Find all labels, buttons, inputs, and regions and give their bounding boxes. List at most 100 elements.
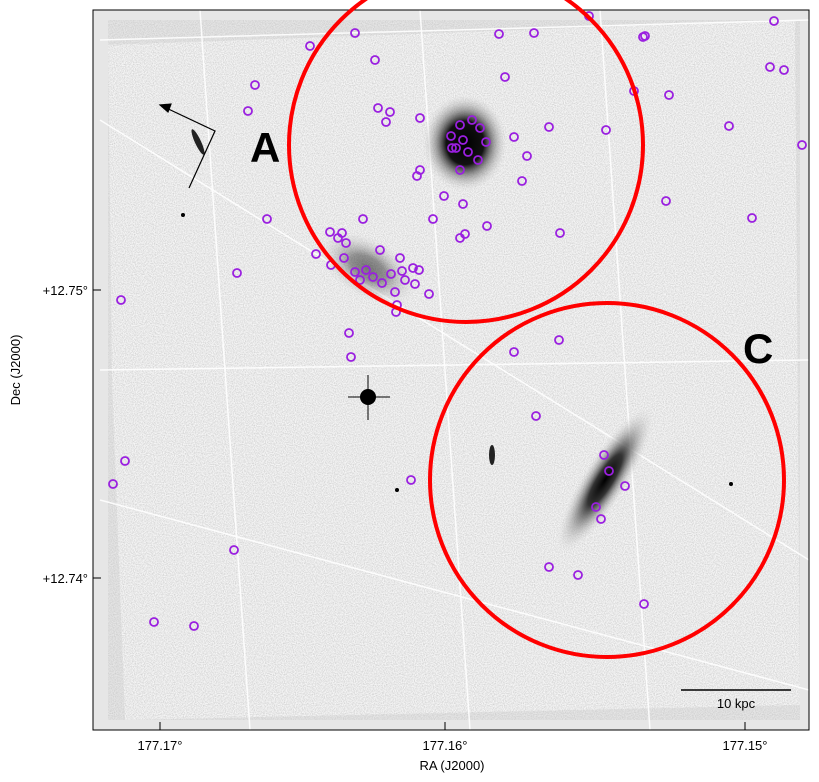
source-marker bbox=[415, 113, 425, 123]
source-marker bbox=[451, 143, 461, 153]
source-marker bbox=[601, 125, 611, 135]
source-marker bbox=[368, 272, 378, 282]
source-marker bbox=[250, 80, 260, 90]
scale-bar-label: 10 kpc bbox=[717, 696, 756, 711]
source-marker bbox=[375, 245, 385, 255]
source-marker bbox=[522, 151, 532, 161]
source-marker bbox=[661, 196, 671, 206]
source-marker bbox=[573, 570, 583, 580]
source-marker bbox=[410, 279, 420, 289]
source-marker bbox=[361, 265, 371, 275]
source-marker bbox=[381, 117, 391, 127]
x-tick-label: 177.17° bbox=[138, 738, 183, 753]
source-marker bbox=[108, 479, 118, 489]
source-marker bbox=[377, 278, 387, 288]
source-marker bbox=[458, 199, 468, 209]
source-marker bbox=[455, 120, 465, 130]
source-marker bbox=[509, 347, 519, 357]
source-marker bbox=[604, 466, 614, 476]
x-axis-title: RA (J2000) bbox=[419, 758, 484, 773]
source-marker bbox=[262, 214, 272, 224]
source-marker bbox=[747, 213, 757, 223]
source-marker bbox=[189, 621, 199, 631]
source-marker bbox=[482, 221, 492, 231]
source-marker bbox=[473, 155, 483, 165]
source-marker bbox=[116, 295, 126, 305]
ticks bbox=[93, 289, 746, 730]
source-marker bbox=[311, 249, 321, 259]
source-marker bbox=[414, 265, 424, 275]
source-marker bbox=[341, 238, 351, 248]
source-marker bbox=[424, 289, 434, 299]
x-tick-label: 177.16° bbox=[423, 738, 468, 753]
source-marker bbox=[531, 411, 541, 421]
source-marker bbox=[664, 90, 674, 100]
source-marker bbox=[500, 72, 510, 82]
source-marker bbox=[325, 227, 335, 237]
source-marker bbox=[769, 16, 779, 26]
source-marker bbox=[149, 617, 159, 627]
source-marker bbox=[481, 137, 491, 147]
x-tick-label: 177.15° bbox=[723, 738, 768, 753]
source-marker bbox=[346, 352, 356, 362]
source-marker bbox=[400, 275, 410, 285]
source-marker bbox=[232, 268, 242, 278]
source-marker bbox=[333, 233, 343, 243]
source-marker bbox=[591, 502, 601, 512]
source-marker bbox=[639, 599, 649, 609]
sky-image bbox=[93, 10, 809, 730]
source-marker bbox=[797, 140, 807, 150]
source-marker bbox=[395, 253, 405, 263]
source-marker bbox=[344, 328, 354, 338]
source-marker bbox=[408, 263, 418, 273]
source-marker bbox=[554, 335, 564, 345]
source-marker bbox=[428, 214, 438, 224]
source-marker bbox=[544, 122, 554, 132]
source-marker bbox=[439, 191, 449, 201]
source-marker bbox=[243, 106, 253, 116]
source-marker bbox=[386, 269, 396, 279]
source-marker bbox=[463, 147, 473, 157]
source-marker bbox=[467, 115, 477, 125]
source-marker bbox=[447, 143, 457, 153]
source-marker bbox=[350, 28, 360, 38]
region-circle bbox=[428, 301, 786, 659]
source-marker bbox=[355, 275, 365, 285]
source-marker bbox=[120, 456, 130, 466]
source-marker bbox=[229, 545, 239, 555]
source-marker bbox=[412, 171, 422, 181]
label: C bbox=[743, 325, 773, 372]
source-marker bbox=[494, 29, 504, 39]
source-markers bbox=[108, 11, 807, 631]
y-tick-label: +12.75° bbox=[43, 283, 88, 298]
source-marker bbox=[305, 41, 315, 51]
source-marker bbox=[599, 450, 609, 460]
source-marker bbox=[596, 514, 606, 524]
source-marker bbox=[544, 562, 554, 572]
source-marker bbox=[724, 121, 734, 131]
source-marker bbox=[529, 28, 539, 38]
source-marker bbox=[446, 131, 456, 141]
source-marker bbox=[370, 55, 380, 65]
region-circle bbox=[287, 0, 645, 324]
source-marker bbox=[779, 65, 789, 75]
frame bbox=[92, 9, 810, 731]
source-marker bbox=[555, 228, 565, 238]
label: A bbox=[250, 124, 280, 171]
source-marker bbox=[373, 103, 383, 113]
y-tick-label: +12.74° bbox=[43, 571, 88, 586]
source-marker bbox=[458, 135, 468, 145]
source-marker bbox=[765, 62, 775, 72]
source-marker bbox=[339, 253, 349, 263]
source-marker bbox=[517, 176, 527, 186]
source-marker bbox=[620, 481, 630, 491]
source-marker bbox=[638, 32, 648, 42]
compass bbox=[158, 103, 216, 189]
source-marker bbox=[509, 132, 519, 142]
source-marker bbox=[406, 475, 416, 485]
source-marker bbox=[358, 214, 368, 224]
source-marker bbox=[385, 107, 395, 117]
source-marker bbox=[397, 266, 407, 276]
source-marker bbox=[475, 123, 485, 133]
